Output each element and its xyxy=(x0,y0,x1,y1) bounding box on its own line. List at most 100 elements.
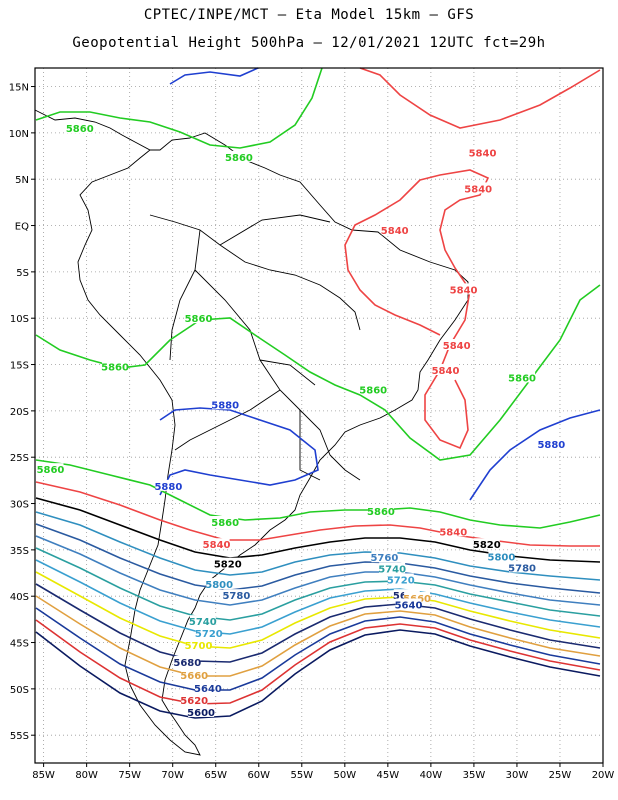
contour-lines xyxy=(35,67,601,719)
tick-label-lat: 30S xyxy=(10,500,29,511)
contour-label-bg xyxy=(473,538,500,550)
tick-label-lon: 70W xyxy=(161,770,184,781)
tick-label-lon: 55W xyxy=(290,770,313,781)
contour-5840 xyxy=(35,481,600,547)
contour-5780 xyxy=(35,523,601,594)
contour-label-bg xyxy=(371,551,398,563)
map-frame xyxy=(34,67,604,764)
contour-5700 xyxy=(35,571,601,649)
contour-label-5840: 5840 xyxy=(439,527,467,538)
contour-5840-brazil xyxy=(344,169,490,450)
contour-label-5880: 5880 xyxy=(154,482,182,493)
contour-5880-north xyxy=(169,67,259,85)
contour-label-bg xyxy=(181,693,208,705)
contour-label-5860: 5860 xyxy=(37,465,65,476)
contour-label-bg xyxy=(404,591,431,603)
contour-label-5840: 5840 xyxy=(450,285,478,296)
contour-label-bg xyxy=(367,504,394,516)
contour-5840-ne xyxy=(359,67,601,129)
contour-label-bg xyxy=(185,312,212,324)
contour-5620 xyxy=(35,619,601,705)
contour-label-5840: 5840 xyxy=(443,341,471,352)
contour-label-bg xyxy=(189,615,216,627)
contour-label-bg xyxy=(381,224,408,236)
contour-label-5880: 5880 xyxy=(211,400,239,411)
tick-label-lat: 5N xyxy=(15,175,29,186)
contour-label-bg xyxy=(203,538,230,550)
contour-label-5860: 5860 xyxy=(367,507,395,518)
contour-label-5740: 5740 xyxy=(189,617,217,628)
contour-label-bg xyxy=(223,589,250,601)
contour-label-5660: 5660 xyxy=(180,671,208,682)
contour-5860-north xyxy=(35,67,323,149)
contour-label-bg xyxy=(443,339,470,350)
contour-label-5820: 5820 xyxy=(214,560,242,571)
tick-label-lon: 45W xyxy=(377,770,400,781)
contour-5880-east xyxy=(469,409,601,501)
tick-label-lon: 35W xyxy=(463,770,486,781)
contour-label-5780: 5780 xyxy=(508,563,536,574)
contour-label-bg xyxy=(174,655,201,667)
contour-label-5640: 5640 xyxy=(194,684,222,695)
contour-5680 xyxy=(35,583,601,663)
contour-label-bg xyxy=(206,578,233,590)
contour-label-bg xyxy=(440,525,467,537)
contour-label-bg xyxy=(194,681,221,693)
contour-label-5780: 5780 xyxy=(222,591,250,602)
tick-label-lat: 15N xyxy=(9,83,29,94)
contour-label-5700: 5700 xyxy=(185,641,213,652)
tick-label-lon: 50W xyxy=(334,770,357,781)
contour-5760 xyxy=(35,535,601,606)
central-america-coast xyxy=(34,109,191,151)
contour-label-5840: 5840 xyxy=(469,148,497,159)
tick-label-lon: 25W xyxy=(549,770,572,781)
tick-label-lat: 40S xyxy=(10,592,29,603)
contour-label-bg xyxy=(360,383,387,395)
tick-label-lat: 35S xyxy=(10,546,29,557)
contour-label-bg xyxy=(225,150,252,162)
contour-label-5620: 5620 xyxy=(180,696,208,707)
contour-label-bg xyxy=(379,562,406,574)
tick-label-lat: 50S xyxy=(10,685,29,696)
contour-5800 xyxy=(35,511,601,581)
contour-label-bg xyxy=(488,550,515,562)
contour-label-bg xyxy=(395,598,422,610)
tick-label-lat: 10N xyxy=(9,129,29,140)
contour-label-bg xyxy=(214,557,241,569)
contour-label-bg xyxy=(465,182,492,194)
contour-5880-south xyxy=(159,407,319,496)
tick-label-lon: 40W xyxy=(420,770,443,781)
contour-label-bg xyxy=(37,463,64,475)
country-borders xyxy=(149,214,361,481)
contour-label-bg xyxy=(155,479,182,491)
contour-5860-mid xyxy=(35,284,601,461)
contour-label-bg xyxy=(432,364,459,376)
contour-label-bg xyxy=(469,146,496,158)
tick-label-lat: 55S xyxy=(10,731,29,742)
contour-label-bg xyxy=(212,515,239,527)
contour-5640 xyxy=(35,607,601,691)
contour-labels: 5860 5860 5840 5840 5840 5840 5840 5840 5860 5860… xyxy=(37,122,565,719)
tick-label-lat: 45S xyxy=(10,639,29,650)
contour-label-bg xyxy=(450,283,477,295)
contour-label-5840: 5840 xyxy=(381,226,409,237)
contour-label-5800: 5800 xyxy=(205,580,233,591)
contour-label-5860: 5860 xyxy=(185,314,213,325)
tick-label-lon: 85W xyxy=(32,770,55,781)
tick-label-lat: 15S xyxy=(10,361,29,372)
contour-label-bg xyxy=(185,639,212,651)
map-grid xyxy=(35,68,604,763)
contour-label-5800: 5800 xyxy=(488,552,516,563)
contour-5600 xyxy=(35,629,601,719)
contour-label-5840: 5840 xyxy=(432,366,460,377)
map-title-line1: CPTEC/INPE/MCT – Eta Model 15km – GFS xyxy=(143,7,475,23)
coastlines xyxy=(34,109,469,756)
contour-label-bg xyxy=(102,360,129,372)
contour-label-5600: 5600 xyxy=(187,708,215,719)
contour-label-5760: 5760 xyxy=(370,553,398,564)
contour-label-bg xyxy=(181,668,208,680)
contour-label-5640: 5640 xyxy=(395,600,423,611)
contour-5720 xyxy=(35,559,601,635)
contour-label-5720: 5720 xyxy=(195,629,223,640)
